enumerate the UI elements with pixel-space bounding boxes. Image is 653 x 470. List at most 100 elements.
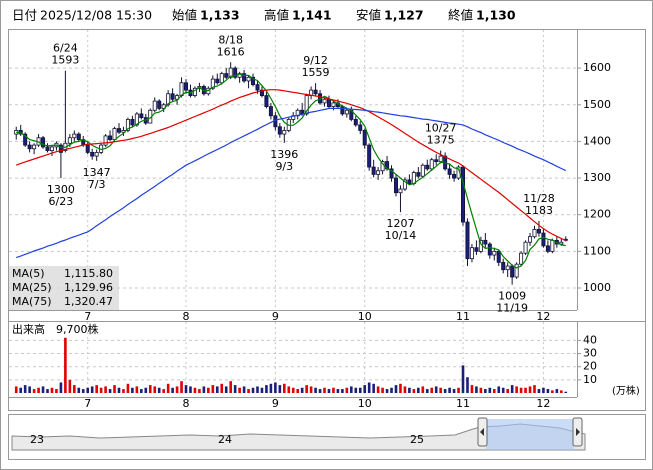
volume-bar <box>193 387 197 393</box>
volume-bar <box>14 386 18 393</box>
annotation-date: 11/19 <box>496 302 528 315</box>
candle-body <box>94 152 99 157</box>
volume-bar <box>546 389 550 393</box>
annotation-value: 1347 <box>83 166 111 179</box>
volume-bar <box>524 387 527 393</box>
candle-body <box>496 250 501 263</box>
candle-body <box>259 89 264 97</box>
header-label: 安値 <box>356 8 381 23</box>
volume-bar <box>23 385 27 393</box>
volume-bar <box>403 386 407 393</box>
candle-body <box>492 250 497 256</box>
candle-body <box>420 164 425 177</box>
annotation-date: 11/28 <box>523 192 555 205</box>
volume-bar <box>501 387 505 393</box>
x-tick-label: 11 <box>456 397 470 410</box>
candle-body <box>344 109 349 115</box>
volume-bar <box>50 387 54 393</box>
candle-body <box>536 228 541 234</box>
volume-bar <box>390 387 393 393</box>
volume-bar <box>157 387 161 393</box>
volume-bar <box>73 385 76 393</box>
volume-bar <box>385 389 389 393</box>
candle-body <box>228 67 233 78</box>
y-tick-label: 1500 <box>583 98 611 111</box>
volume-bar <box>533 385 536 393</box>
y-tick-label: 40 <box>583 333 597 346</box>
volume-bar <box>46 389 49 393</box>
candle-body <box>461 166 466 223</box>
volume-bar <box>220 383 224 393</box>
annotation-value: 1183 <box>525 204 553 217</box>
candle-body <box>474 247 479 252</box>
volume-bar <box>135 386 139 393</box>
ma-line <box>16 73 566 269</box>
volume-bar <box>394 385 398 393</box>
candle-body <box>242 73 247 82</box>
x-tick-label: 9 <box>272 310 279 323</box>
candle-body <box>411 172 416 184</box>
annotation-date: 9/12 <box>303 54 328 67</box>
volume-bar <box>278 385 282 393</box>
candle-body <box>505 265 510 271</box>
price-plot: 1000 1100 1200 1300 1400 1500 1600 7 8 9 10 11 12 6/2… <box>9 30 611 323</box>
volume-bar <box>126 383 130 393</box>
candle-body <box>116 128 121 133</box>
annotation-date: 6/23 <box>49 195 74 208</box>
volume-subtitle: 9,700株 <box>56 322 99 336</box>
volume-bar <box>296 389 300 393</box>
x-tick-label: 8 <box>183 310 190 323</box>
candle-body <box>85 144 90 153</box>
candle-body <box>219 73 224 84</box>
volume-bar <box>457 387 460 393</box>
volume-bar <box>537 389 541 393</box>
navigator[interactable]: 23 24 25 <box>8 414 646 460</box>
volume-bar <box>488 387 492 393</box>
x-tick-label: 7 <box>84 310 91 323</box>
x-tick-label: 11 <box>456 310 470 323</box>
volume-bar <box>363 385 367 393</box>
volume-bar <box>519 387 523 393</box>
volume-bar <box>32 389 36 393</box>
volume-bar <box>108 389 112 393</box>
ma-line <box>16 107 567 259</box>
volume-bar <box>211 385 215 393</box>
volume-bar <box>64 337 67 393</box>
navigator-selection[interactable] <box>486 419 574 450</box>
candle-body <box>268 106 273 117</box>
candle-body <box>49 146 54 151</box>
volume-bar <box>434 386 438 393</box>
volume-bar <box>90 386 94 393</box>
candle-body <box>179 82 184 97</box>
candle-body <box>519 252 524 265</box>
y-tick-label: 30 <box>583 347 597 360</box>
legend-value: 1,320.47 <box>64 295 113 308</box>
annotation-date: 7/3 <box>88 178 106 191</box>
annotation-date: 8/18 <box>218 33 243 46</box>
volume-bar <box>287 386 291 393</box>
volume-bar <box>256 386 259 393</box>
candle-body <box>532 228 537 238</box>
volume-bar <box>202 386 206 393</box>
volume-bar <box>408 387 411 393</box>
candle-body <box>175 95 180 100</box>
candle-body <box>514 263 519 278</box>
candle-body <box>210 78 215 89</box>
candle-body <box>541 232 546 247</box>
y-tick-label: 1300 <box>583 171 611 184</box>
ma-legend: MA(5) 1,115.80 MA(25) 1,129.96 MA(75) 1,320.4… <box>12 267 113 308</box>
y-tick-label: 1400 <box>583 134 611 147</box>
volume-bar <box>265 385 268 393</box>
ma-legend-box <box>9 266 119 310</box>
candle-body <box>501 261 506 271</box>
volume-bar <box>233 385 237 393</box>
candle-body <box>528 236 533 243</box>
volume-title: 出来高 <box>12 322 45 336</box>
volume-bar <box>229 381 232 393</box>
header-label: 終値 <box>448 8 473 23</box>
candle-body <box>41 137 46 148</box>
annotation-date: 9/3 <box>275 160 293 173</box>
candle-body <box>487 243 492 256</box>
candle-body <box>559 241 564 245</box>
